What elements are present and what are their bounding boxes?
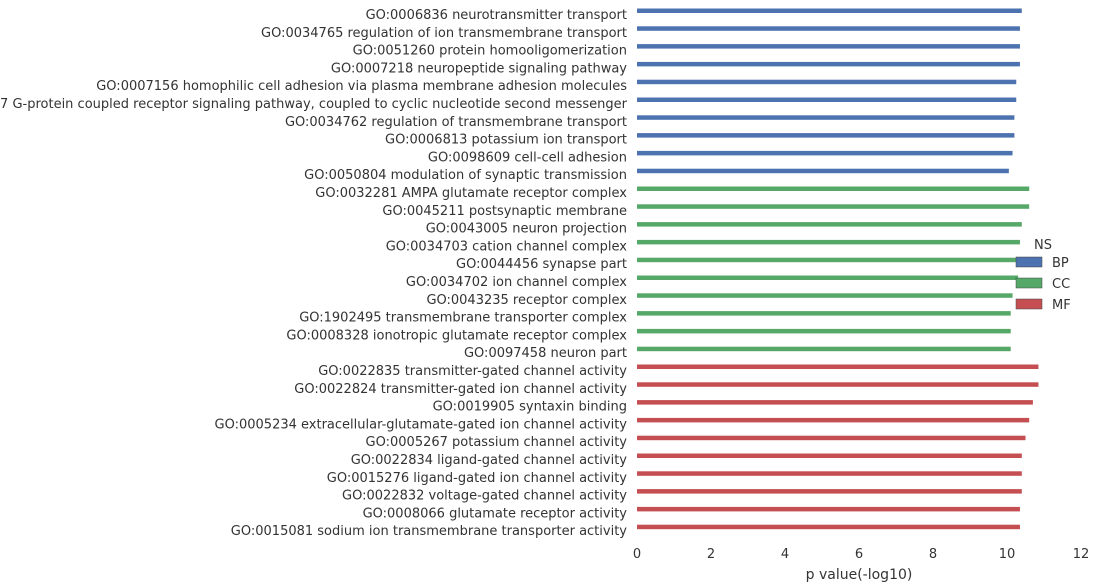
bar-mf [637,400,1033,405]
x-axis-title: p value(-log10) [806,567,913,583]
bar-bp [637,44,1020,49]
bar-cc [637,311,1011,316]
category-label: GO:0008066 glutamate receptor activity [363,506,628,521]
bar-bp [637,79,1017,85]
bar-mf [637,453,1022,458]
category-label: GO:0015081 sodium ion transmembrane tran… [231,524,627,539]
bar-mf [637,489,1022,494]
bar-mf [637,382,1039,387]
bar-cc [637,222,1022,227]
bar-bp [637,8,1022,13]
bars-group [637,8,1039,530]
legend: NS BP CC MF [1015,238,1071,313]
category-label: GO:0005267 potassium channel activity [366,435,628,450]
bar-cc [637,346,1011,352]
bar-mf [637,435,1026,441]
category-label: GO:0005234 extracellular-glutamate-gated… [215,417,628,432]
bar-bp [637,168,1009,174]
category-label: GO:0015276 ligand-gated ion channel acti… [327,471,628,486]
category-label: GO:0022832 voltage-gated channel activit… [342,489,627,504]
bar-cc [637,328,1011,334]
category-label: GO:0022835 transmitter-gated channel act… [318,364,627,379]
bar-mf [637,506,1020,512]
category-label: GO:0006836 neurotransmitter transport [366,8,627,23]
bar-mf [637,417,1030,423]
category-label: GO:0032281 AMPA glutamate receptor compl… [315,186,627,201]
bar-cc [637,204,1030,209]
category-label: GO:0045211 postsynaptic membrane [382,204,627,219]
x-axis-ticks: 0 2 4 6 8 10 12 [633,547,1089,562]
x-tick-label: 4 [781,547,789,562]
category-label: GO:0034703 cation channel complex [386,239,628,254]
bar-cc [637,293,1013,298]
bar-bp [637,26,1020,31]
category-label: GO:0006813 potassium ion transport [385,133,627,148]
x-tick-label: 10 [999,547,1016,562]
x-tick-label: 8 [929,547,937,562]
legend-swatch-cc [1015,277,1043,289]
legend-swatch-bp [1015,256,1043,268]
bar-mf [637,524,1020,530]
bar-bp [637,61,1020,67]
category-label: GO:0007156 homophilic cell adhesion via … [96,79,627,94]
bar-cc [637,275,1019,280]
x-tick-label: 0 [633,547,641,562]
category-label: GO:0043005 neuron projection [426,222,627,237]
bar-mf [637,471,1022,476]
bar-mf [637,364,1039,369]
x-tick-label: 2 [707,547,715,562]
category-label: GO:0034762 regulation of transmembrane t… [285,115,627,130]
category-label: GO:0051260 protein homooligomerization [353,44,627,59]
bar-bp [637,150,1013,156]
bar-cc [637,186,1030,191]
category-label: GO:1902495 transmembrane transporter com… [299,311,627,326]
bar-bp [637,133,1015,138]
legend-label: MF [1052,298,1071,313]
category-label: GO:0044456 synapse part [456,257,627,272]
category-label: GO:0019905 syntaxin binding [433,400,627,415]
category-label: GO:0007218 neuropeptide signaling pathwa… [331,61,627,76]
bar-bp [637,97,1017,102]
legend-label: BP [1052,256,1069,271]
bar-cc [637,257,1020,263]
category-label: GO:0098609 cell-cell adhesion [428,150,627,165]
category-label: GO:0043235 receptor complex [426,293,627,308]
category-label: GO:0008328 ionotropic glutamate receptor… [286,328,627,343]
category-label: GO:0022824 transmitter-gated ion channel… [294,382,627,397]
category-label: GO:0034765 regulation of ion transmembra… [261,26,627,41]
legend-title: NS [1034,238,1052,253]
legend-label: CC [1052,277,1070,292]
category-labels: GO:0006836 neurotransmitter transport GO:… [0,8,628,539]
bar-bp [637,115,1015,120]
x-tick-label: 6 [855,547,863,562]
category-label: GO:0022834 ligand-gated channel activity [351,453,628,468]
category-label: GO:0007187 G-protein coupled receptor si… [0,97,628,112]
x-tick-label: 12 [1073,547,1090,562]
category-label: GO:0050804 modulation of synaptic transm… [304,168,627,183]
category-label: GO:0034702 ion channel complex [406,275,627,290]
legend-swatch-mf [1015,298,1043,310]
category-label: GO:0097458 neuron part [464,346,627,361]
bar-cc [637,239,1020,245]
